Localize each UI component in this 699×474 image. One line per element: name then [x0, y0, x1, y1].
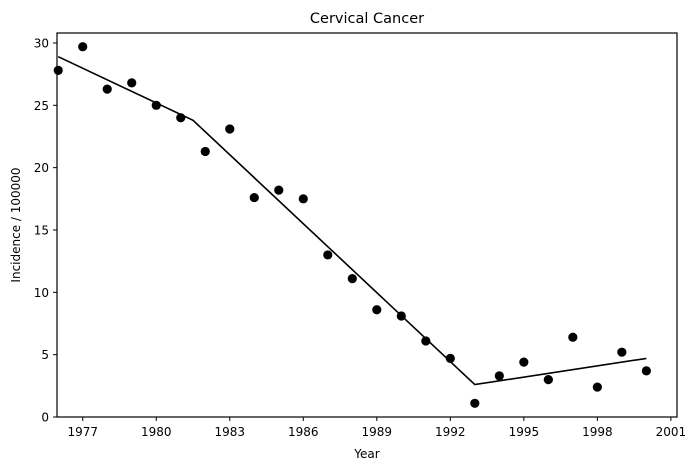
- x-tick-label: 1989: [362, 425, 393, 439]
- x-tick-label: 2001: [656, 425, 687, 439]
- y-tick-label: 5: [41, 348, 49, 362]
- data-point: [151, 100, 161, 110]
- data-point: [200, 146, 210, 157]
- x-tick-label: 1986: [288, 425, 319, 439]
- y-tick-label: 30: [34, 36, 49, 50]
- y-tick-label: 15: [34, 223, 49, 237]
- data-point: [298, 194, 308, 204]
- data-point: [568, 332, 578, 342]
- data-point: [225, 124, 235, 134]
- data-point: [53, 65, 63, 75]
- y-tick-label: 20: [34, 161, 49, 175]
- x-tick-label: 1980: [141, 425, 172, 439]
- y-axis-label: Incidence / 100000: [9, 167, 23, 282]
- y-tick-label: 0: [41, 411, 49, 425]
- x-tick-label: 1995: [509, 425, 540, 439]
- data-point: [494, 371, 504, 381]
- axes-frame: [56, 32, 678, 418]
- data-point: [519, 357, 529, 367]
- data-point: [274, 185, 284, 195]
- data-point: [347, 274, 357, 284]
- x-axis-label: Year: [353, 447, 379, 461]
- y-tick-label: 10: [34, 286, 49, 300]
- data-point: [592, 382, 602, 392]
- data-point: [372, 305, 382, 315]
- data-point: [470, 398, 480, 408]
- data-point: [249, 192, 259, 203]
- data-point: [102, 84, 112, 94]
- axes: 1977 1980 1983 1986 1989 1992 1995 1998 2001 0 5 10…: [34, 32, 687, 439]
- data-point: [127, 78, 137, 88]
- data-point: [617, 347, 627, 357]
- data-point: [421, 336, 431, 346]
- data-point: [323, 250, 333, 260]
- data-point: [543, 375, 553, 385]
- chart-title: Cervical Cancer: [310, 11, 424, 27]
- data-point: [641, 366, 651, 376]
- x-tick-label: 1977: [67, 425, 98, 439]
- trend-line: [57, 55, 647, 386]
- data-point: [78, 42, 88, 52]
- data-point: [445, 353, 455, 363]
- x-tick-label: 1992: [435, 425, 466, 439]
- y-tick-label: 25: [34, 99, 49, 113]
- x-tick-label: 1998: [582, 425, 613, 439]
- plot-area: [53, 42, 651, 408]
- x-tick-label: 1983: [214, 425, 245, 439]
